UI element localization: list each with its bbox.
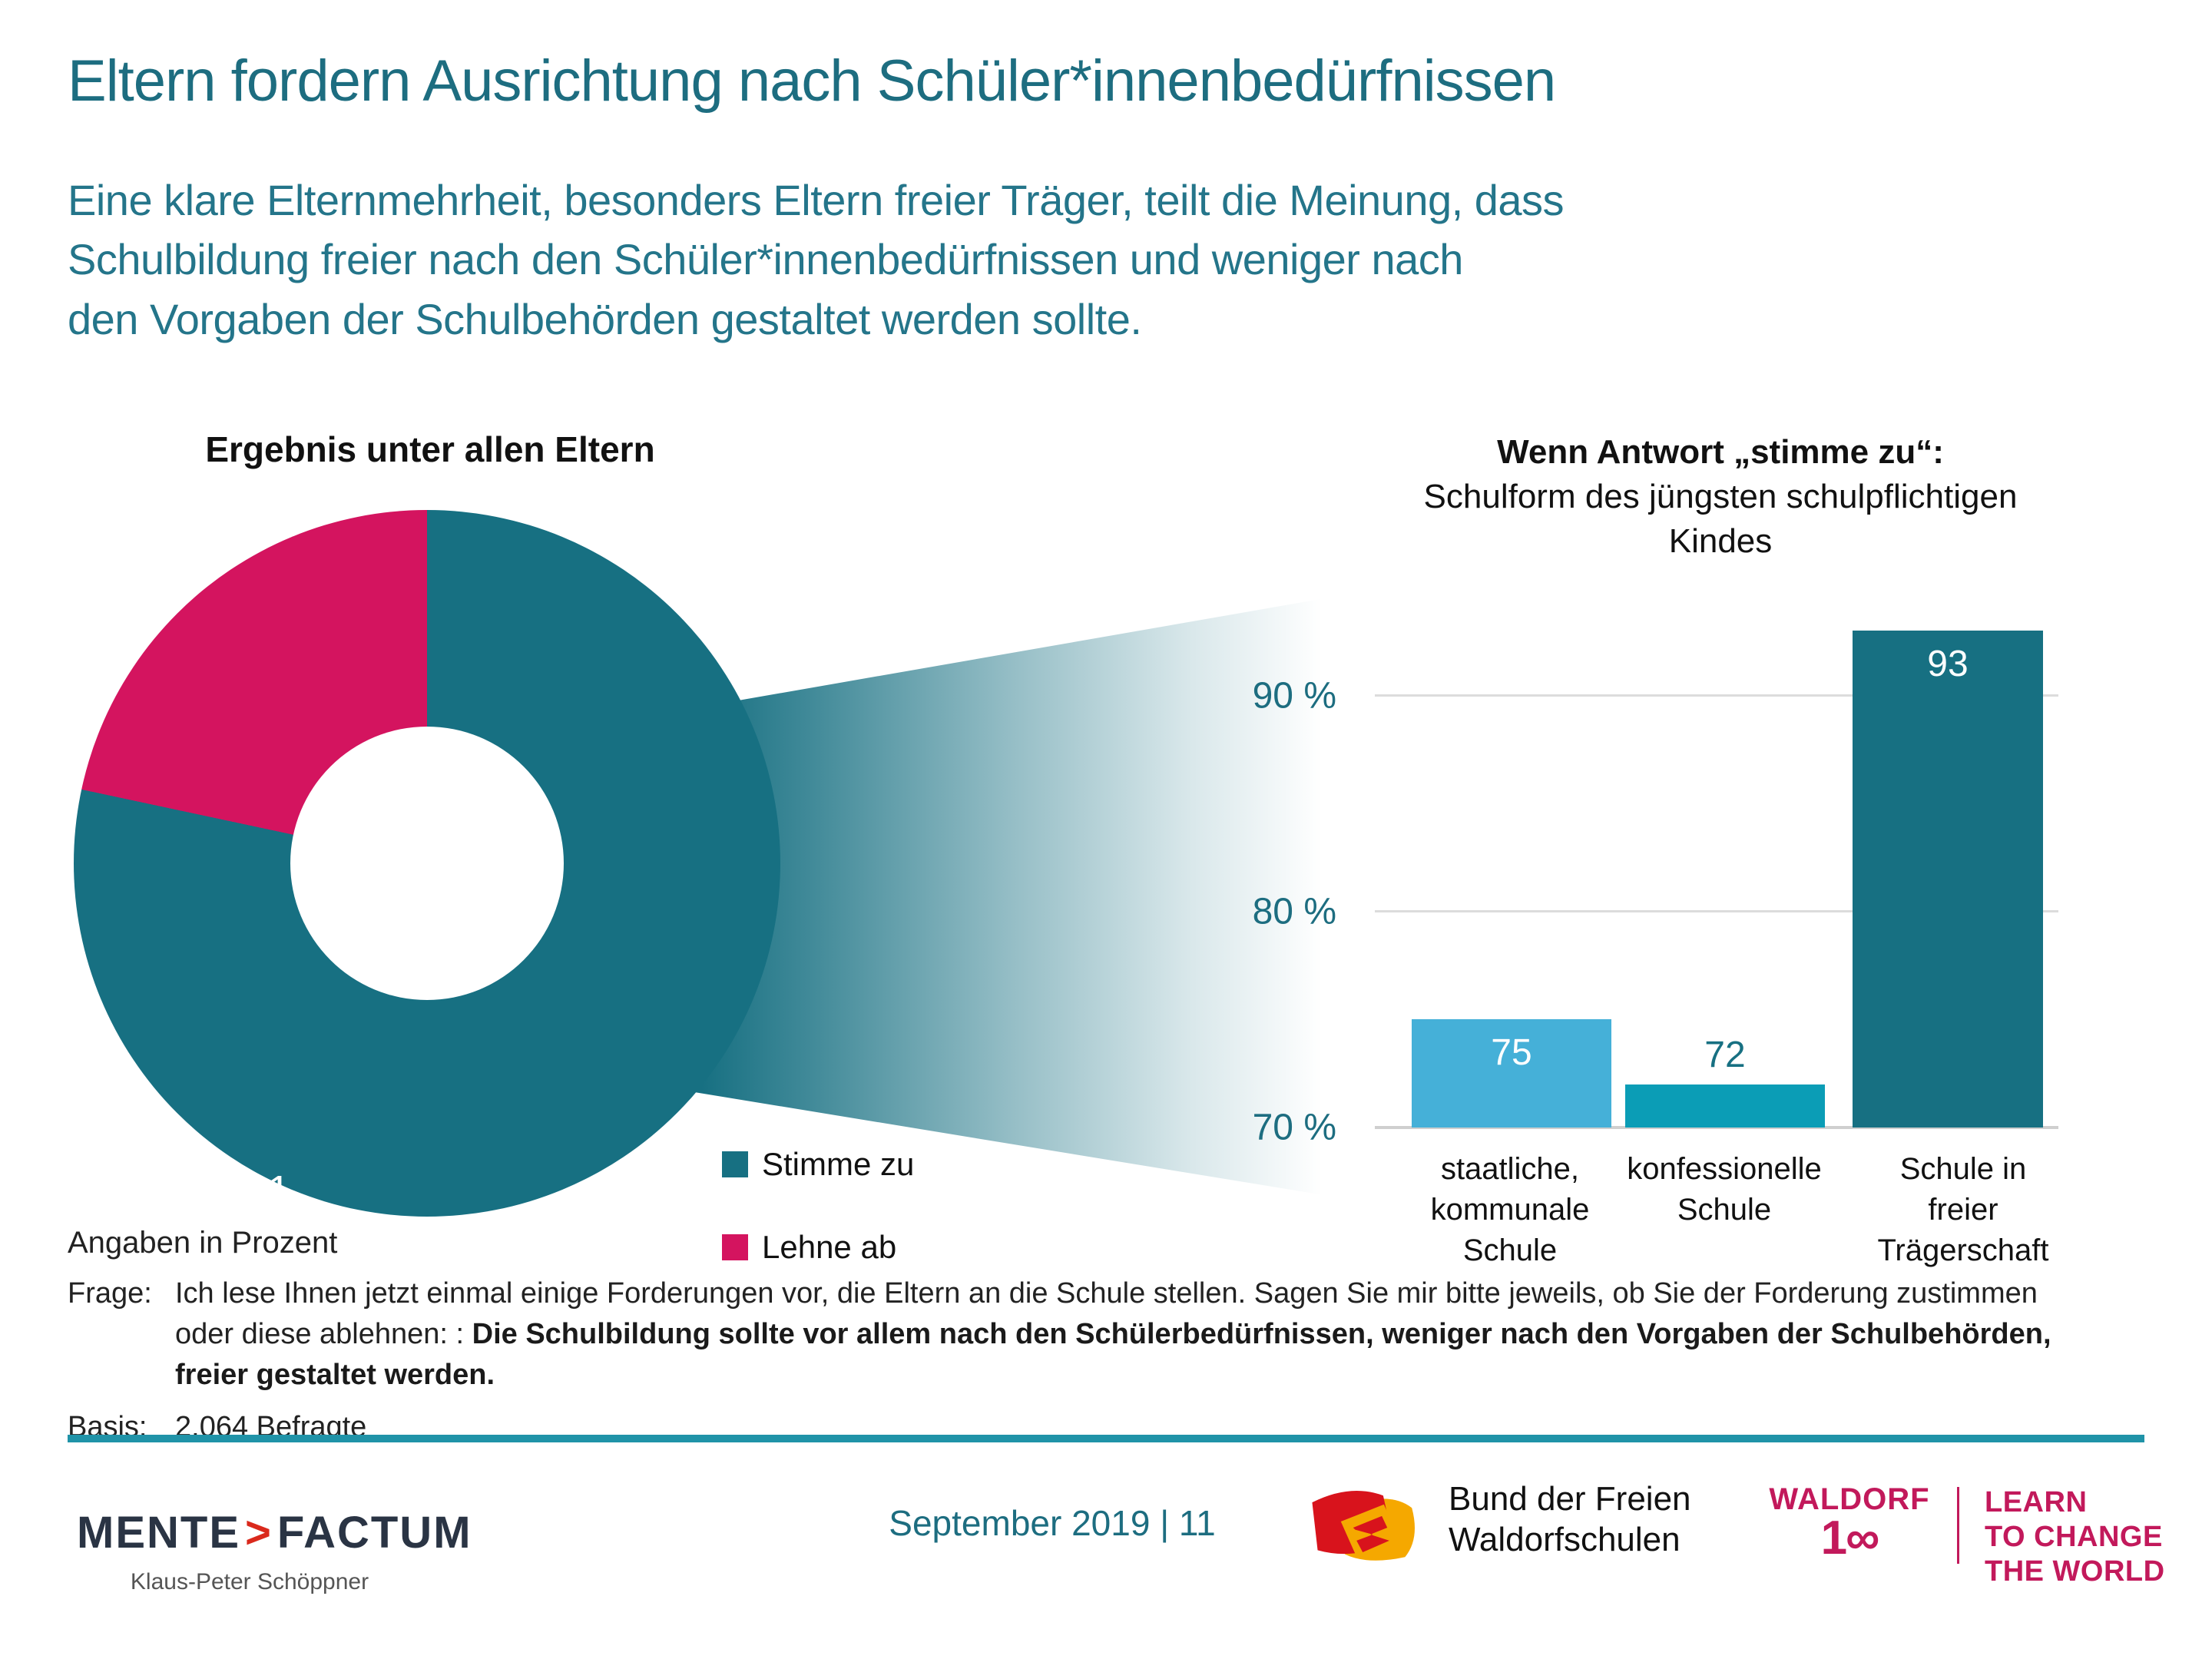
bar-plot: 75 72 93 (1375, 588, 2058, 1129)
question-text: Ich lese Ihnen jetzt einmal einige Forde… (175, 1273, 2103, 1396)
chevron-icon: > (245, 1508, 273, 1558)
gridline-90 (1375, 694, 2058, 697)
bar-chart-title-rest: Schulform des jüngsten schulpflichtigen … (1423, 478, 2018, 561)
donut-value-lehne-ab: 21 (244, 1167, 291, 1214)
x-label-staatliche: staatliche, kommunale Schule (1430, 1152, 1590, 1267)
bund-logo-block: Bund der Freien Waldorfschulen (1303, 1472, 1691, 1571)
question-basis-block: Frage: Ich lese Ihnen jetzt einmal einig… (68, 1273, 2103, 1448)
learn-to-change-text: LEARN TO CHANGE THE WORLD (1985, 1486, 2165, 1588)
page-title: Eltern fordern Ausrichtung nach Schüler*… (68, 48, 1556, 114)
bund-logo-text: Bund der Freien Waldorfschulen (1449, 1480, 1691, 1558)
legend-label: Lehne ab (762, 1229, 897, 1265)
bar-freie-traegerschaft: 93 (1853, 631, 2043, 1128)
legend-item-lehne-ab: Lehne ab (722, 1229, 914, 1266)
x-axis-labels: staatliche, kommunale Schule konfessione… (1375, 1149, 2058, 1303)
legend-swatch-lehne-ab-icon (722, 1234, 748, 1260)
mentefactum-person: Klaus-Peter Schöppner (130, 1569, 369, 1594)
question-text-regular: Ich lese Ihnen jetzt einmal einige Forde… (175, 1277, 2038, 1351)
gridline-70 (1375, 1126, 2058, 1129)
legend-swatch-stimme-zu-icon (722, 1151, 748, 1177)
bar-konfessionelle: 72 (1625, 1035, 1825, 1128)
bund-waldorfschulen-icon (1312, 1490, 1415, 1561)
legend-item-stimme-zu: Stimme zu (722, 1146, 914, 1183)
factum-text: FACTUM (276, 1508, 472, 1558)
bar-chart-title-line1: Wenn Antwort „stimme zu“: (1497, 433, 1944, 471)
subtitle: Eine klare Elternmehrheit, besonders Elt… (68, 176, 1565, 343)
donut-chart-title: Ergebnis unter allen Eltern (205, 429, 655, 469)
waldorf-text: WALDORF (1769, 1482, 1930, 1516)
x-label-freie-traegerschaft: Schule in freier Trägerschaft (1877, 1152, 2049, 1267)
question-text-bold: Die Schulbildung sollte vor allem nach d… (175, 1318, 2051, 1392)
bar-value: 72 (1704, 1034, 1746, 1075)
gridline-80 (1375, 909, 2058, 912)
mentefactum-wordmark: MENTE > FACTUM (77, 1507, 471, 1558)
date-page-number: September 2019 | 11 (889, 1503, 1216, 1543)
waldorf-divider (1957, 1487, 1959, 1564)
bar-value: 93 (1927, 644, 1969, 685)
x-label-konfessionelle: konfessionelle Schule (1627, 1152, 1822, 1227)
waldorf-1: 1 (1820, 1512, 1848, 1565)
donut-value-stimme-zu: 76 (644, 1554, 690, 1600)
infinity-icon: ∞ (1846, 1512, 1879, 1565)
donut-chart: 21 76 (74, 510, 780, 1600)
mentefactum-logo: MENTE > FACTUM Klaus-Peter Schöppner (77, 1507, 471, 1595)
legend-label: Stimme zu (762, 1146, 915, 1182)
units-note: Angaben in Prozent (68, 1226, 338, 1260)
question-label: Frage: (68, 1277, 152, 1310)
footer-divider (68, 1435, 2144, 1442)
legend: Stimme zu Lehne ab (722, 1146, 914, 1266)
waldorf-100-text: 1∞ (1759, 1515, 1940, 1562)
bar-chart-title: Wenn Antwort „stimme zu“: Schulform des … (1352, 430, 2089, 564)
bar-staatliche: 75 (1412, 1019, 1611, 1128)
waldorf100-logo: WALDORF 1∞ (1759, 1482, 1940, 1562)
mente-text: MENTE (77, 1508, 240, 1558)
bar-value: 75 (1491, 1032, 1532, 1074)
